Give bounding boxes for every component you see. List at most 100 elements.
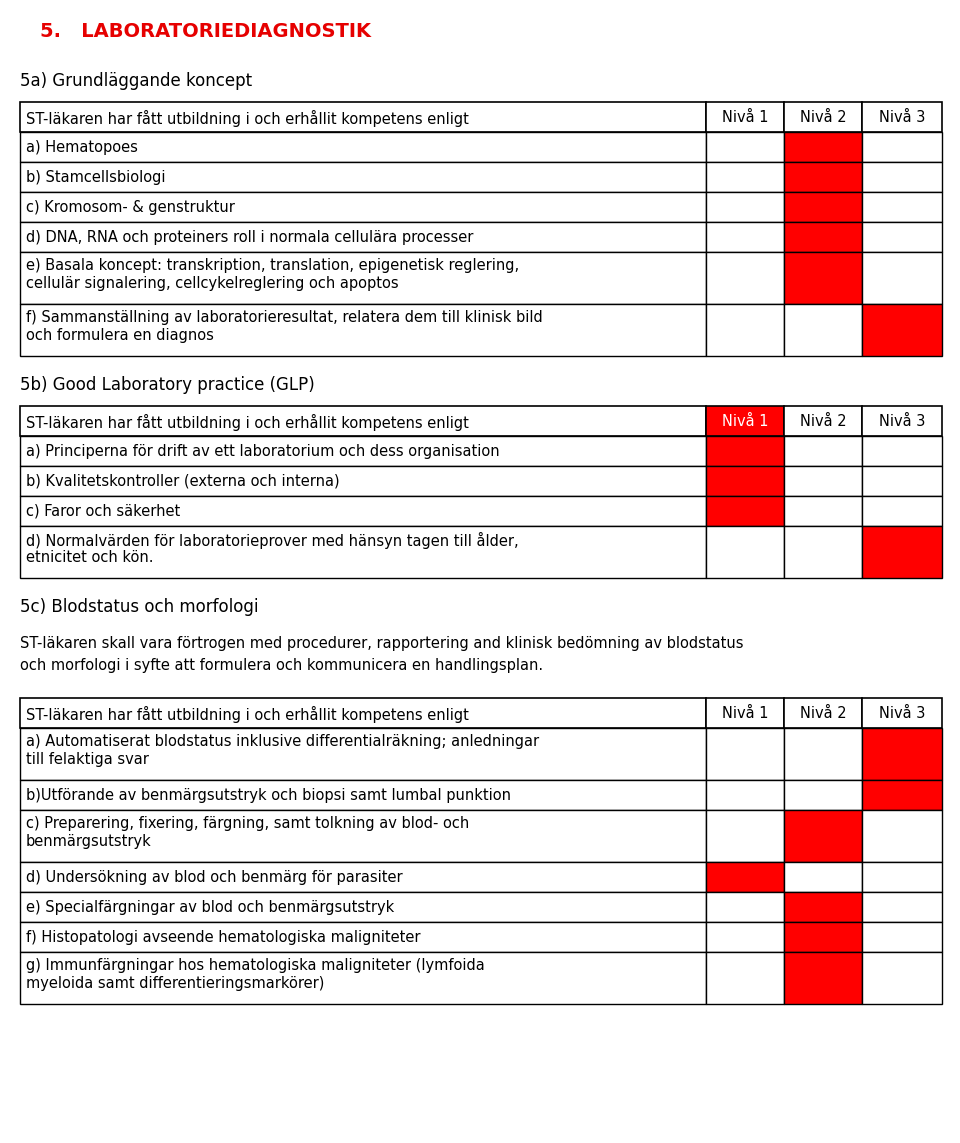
Text: etnicitet och kön.: etnicitet och kön. — [26, 550, 154, 565]
Bar — [20, 162, 706, 192]
Text: myeloida samt differentieringsmarkörer): myeloida samt differentieringsmarkörer) — [26, 976, 324, 991]
Bar — [706, 496, 784, 526]
Text: a) Automatiserat blodstatus inklusive differentialräkning; anledningar: a) Automatiserat blodstatus inklusive di… — [26, 734, 540, 749]
Bar — [706, 192, 784, 222]
Bar — [784, 862, 862, 892]
Bar — [20, 406, 706, 435]
Bar — [706, 304, 784, 355]
Bar — [862, 892, 942, 922]
Bar — [706, 952, 784, 1004]
Bar — [20, 780, 706, 810]
Text: 5b) Good Laboratory practice (GLP): 5b) Good Laboratory practice (GLP) — [20, 376, 315, 394]
Bar — [784, 406, 862, 435]
Bar — [20, 496, 706, 526]
Text: a) Hematopoes: a) Hematopoes — [26, 139, 138, 155]
Bar — [20, 952, 706, 1004]
Bar — [706, 526, 784, 578]
Bar — [20, 304, 706, 355]
Bar — [784, 922, 862, 952]
Text: a) Principerna för drift av ett laboratorium och dess organisation: a) Principerna för drift av ett laborato… — [26, 443, 499, 459]
Text: e) Specialfärgningar av blod och benmärgsutstryk: e) Specialfärgningar av blod och benmärg… — [26, 900, 395, 916]
Bar — [20, 698, 706, 728]
Text: b)Utförande av benmärgsutstryk och biopsi samt lumbal punktion: b)Utförande av benmärgsutstryk och biops… — [26, 788, 511, 804]
Text: 5.   LABORATORIEDIAGNOSTIK: 5. LABORATORIEDIAGNOSTIK — [40, 22, 371, 41]
Bar — [784, 698, 862, 728]
Bar — [862, 102, 942, 131]
Bar — [20, 102, 706, 131]
Text: c) Kromosom- & genstruktur: c) Kromosom- & genstruktur — [26, 200, 235, 215]
Bar — [706, 435, 784, 466]
Bar — [784, 892, 862, 922]
Bar — [784, 222, 862, 251]
Bar — [20, 131, 706, 162]
Bar — [784, 304, 862, 355]
Text: Nivå 3: Nivå 3 — [878, 110, 925, 125]
Bar — [862, 251, 942, 304]
Text: e) Basala koncept: transkription, translation, epigenetisk reglering,: e) Basala koncept: transkription, transl… — [26, 258, 519, 273]
Text: Nivå 2: Nivå 2 — [800, 706, 847, 721]
Text: ST-läkaren skall vara förtrogen med procedurer, rapportering and klinisk bedömni: ST-läkaren skall vara förtrogen med proc… — [20, 636, 743, 652]
Bar — [862, 435, 942, 466]
Bar — [20, 251, 706, 304]
Bar — [20, 810, 706, 862]
Bar — [706, 131, 784, 162]
Bar — [706, 892, 784, 922]
Text: d) Normalvärden för laboratorieprover med hänsyn tagen till ålder,: d) Normalvärden för laboratorieprover me… — [26, 531, 518, 549]
Text: Nivå 3: Nivå 3 — [878, 706, 925, 721]
Text: ST-läkaren har fått utbildning i och erhållit kompetens enligt: ST-läkaren har fått utbildning i och erh… — [26, 706, 468, 724]
Bar — [862, 131, 942, 162]
Text: b) Stamcellsbiologi: b) Stamcellsbiologi — [26, 170, 165, 185]
Text: Nivå 2: Nivå 2 — [800, 414, 847, 429]
Bar — [862, 698, 942, 728]
Bar — [784, 810, 862, 862]
Bar — [706, 251, 784, 304]
Bar — [784, 526, 862, 578]
Bar — [862, 406, 942, 435]
Text: g) Immunfärgningar hos hematologiska maligniteter (lymfoida: g) Immunfärgningar hos hematologiska mal… — [26, 958, 485, 973]
Bar — [20, 728, 706, 780]
Text: 5a) Grundläggande koncept: 5a) Grundläggande koncept — [20, 72, 252, 90]
Bar — [784, 728, 862, 780]
Text: Nivå 1: Nivå 1 — [722, 706, 768, 721]
Bar — [20, 192, 706, 222]
Bar — [862, 466, 942, 496]
Text: ST-läkaren har fått utbildning i och erhållit kompetens enligt: ST-läkaren har fått utbildning i och erh… — [26, 414, 468, 431]
Bar — [706, 162, 784, 192]
Text: f) Histopatologi avseende hematologiska maligniteter: f) Histopatologi avseende hematologiska … — [26, 930, 420, 945]
Bar — [784, 496, 862, 526]
Bar — [862, 862, 942, 892]
Bar — [706, 102, 784, 131]
Text: Nivå 2: Nivå 2 — [800, 110, 847, 125]
Bar — [862, 304, 942, 355]
Bar — [20, 466, 706, 496]
Bar — [20, 435, 706, 466]
Bar — [706, 222, 784, 251]
Bar — [20, 922, 706, 952]
Bar — [784, 131, 862, 162]
Text: Nivå 1: Nivå 1 — [722, 414, 768, 429]
Bar — [784, 162, 862, 192]
Bar — [784, 780, 862, 810]
Bar — [862, 810, 942, 862]
Text: c) Faror och säkerhet: c) Faror och säkerhet — [26, 504, 180, 519]
Bar — [862, 780, 942, 810]
Text: benmärgsutstryk: benmärgsutstryk — [26, 834, 152, 849]
Bar — [706, 810, 784, 862]
Bar — [20, 526, 706, 578]
Text: cellulär signalering, cellcykelreglering och apoptos: cellulär signalering, cellcykelreglering… — [26, 275, 398, 291]
Bar — [862, 728, 942, 780]
Text: d) Undersökning av blod och benmärg för parasiter: d) Undersökning av blod och benmärg för … — [26, 870, 402, 885]
Bar — [862, 162, 942, 192]
Bar — [20, 862, 706, 892]
Bar — [706, 466, 784, 496]
Bar — [862, 222, 942, 251]
Bar — [862, 952, 942, 1004]
Text: till felaktiga svar: till felaktiga svar — [26, 752, 149, 767]
Bar — [20, 892, 706, 922]
Bar — [862, 192, 942, 222]
Bar — [862, 922, 942, 952]
Bar — [862, 496, 942, 526]
Text: f) Sammanställning av laboratorieresultat, relatera dem till klinisk bild: f) Sammanställning av laboratorieresulta… — [26, 310, 542, 325]
Bar — [706, 862, 784, 892]
Bar — [706, 922, 784, 952]
